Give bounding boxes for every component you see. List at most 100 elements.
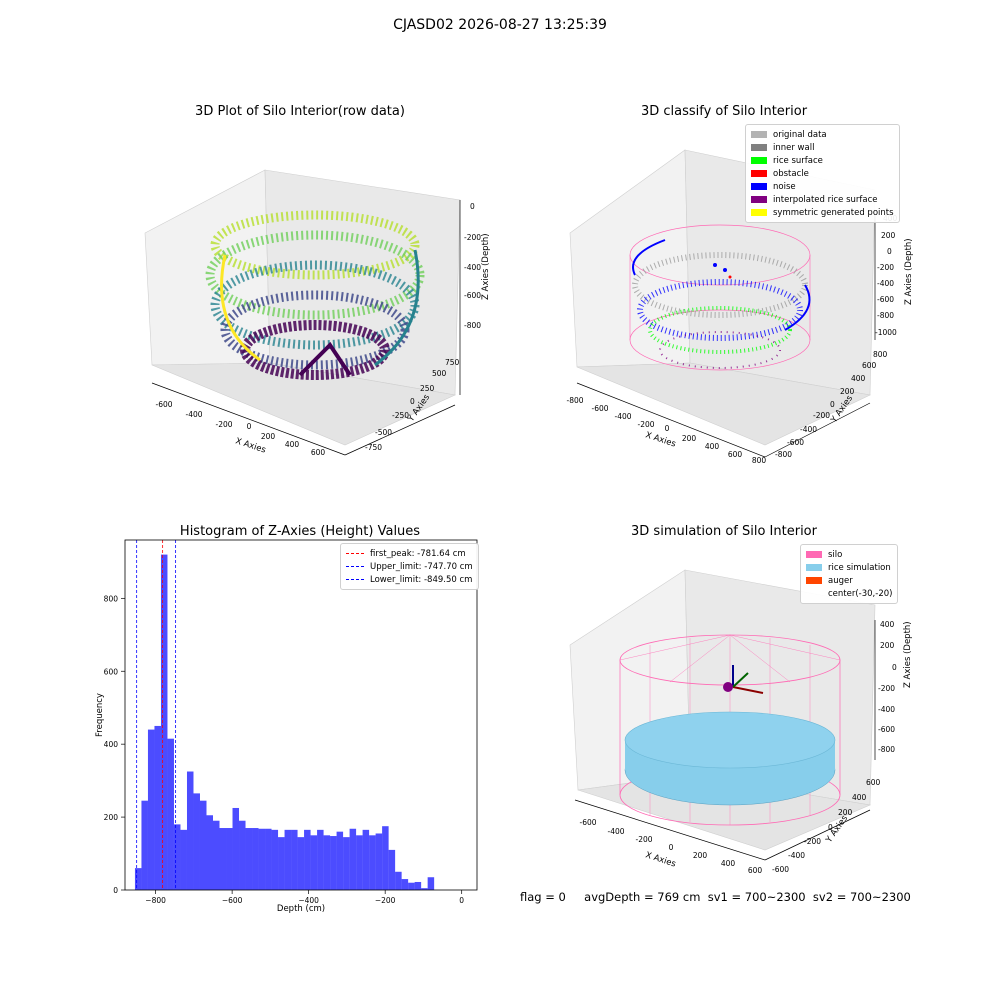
histogram-bar (186, 771, 194, 890)
tick-label: -400 (607, 827, 624, 836)
histogram-bar (395, 871, 402, 890)
histogram-bar (160, 554, 168, 890)
tick-label: -800 (566, 396, 583, 405)
x-tick-label: −800 (145, 896, 166, 905)
histogram-bar (141, 800, 148, 890)
tick-label: -200 (804, 837, 821, 846)
tick-label: -400 (614, 412, 631, 421)
legend-item: first_peak: -781.64 cm (346, 547, 473, 560)
classify-z-label: Z Axies (Depth) (904, 238, 914, 305)
raw-plot-title: 3D Plot of Silo Interior(row data) (195, 104, 405, 119)
tick-label: -600 (772, 865, 789, 874)
y-tick-label: 600 (104, 667, 119, 676)
tick-label: -200 (637, 420, 654, 429)
tick-label: 0 (830, 400, 835, 409)
tick-label: 200 (682, 434, 697, 443)
legend-label: symmetric generated points (773, 207, 894, 218)
legend-swatch (751, 157, 767, 164)
legend-label: inner wall (773, 142, 815, 153)
tick-label: 0 (665, 424, 670, 433)
tick-label: 0 (247, 422, 252, 431)
y-tick-label: 800 (104, 594, 119, 603)
flag-text: flag = 0 (520, 890, 566, 904)
histogram-bar (271, 829, 279, 890)
tick-label: 400 (852, 793, 867, 802)
tick-label: 800 (873, 350, 888, 359)
tick-label: 750 (445, 358, 460, 367)
histogram-bar (356, 835, 363, 890)
legend-item: center(-30,-20) (806, 587, 892, 600)
histogram-bar (232, 807, 240, 890)
histogram-bar (206, 815, 213, 890)
x-tick-label: −400 (298, 896, 319, 905)
histogram-bar (252, 828, 259, 890)
classify-plot-title: 3D classify of Silo Interior (640, 104, 808, 119)
histogram-bar (323, 835, 331, 890)
tick-label: 400 (721, 859, 736, 868)
legend-label: silo (828, 549, 843, 560)
legend-label: Upper_limit: -747.70 cm (370, 561, 473, 572)
legend-swatch (806, 564, 822, 571)
tick-label: 600 (748, 866, 763, 875)
histogram-bar (382, 826, 389, 890)
tick-label: 400 (880, 620, 895, 629)
tick-label: 400 (285, 440, 300, 449)
tick-label: -600 (877, 295, 894, 304)
simulation-legend: silo rice simulation auger center(-30,-2… (800, 544, 899, 604)
tick-label: -400 (788, 851, 805, 860)
tick-label: 600 (862, 361, 877, 370)
legend-swatch (751, 144, 767, 151)
tick-label: -800 (775, 450, 792, 459)
legend-item: obstacle (751, 167, 894, 180)
tick-label: -400 (800, 425, 817, 434)
y-tick-label: 400 (104, 740, 119, 749)
histogram-vlines (136, 540, 177, 890)
histogram-bar (284, 829, 292, 890)
histogram-bar (310, 835, 318, 890)
histogram-bar (167, 738, 174, 890)
histogram-bar (180, 829, 187, 890)
legend-item: original data (751, 128, 894, 141)
figure-title: CJASD02 2026-08-27 13:25:39 (393, 17, 607, 33)
legend-label: rice simulation (828, 562, 891, 573)
tick-label: -200 (464, 233, 481, 242)
histogram-plot: −800 −600 −400 −200 0 0 200 400 600 800 Depth (c… (95, 539, 478, 914)
tick-label: -400 (185, 410, 202, 419)
tick-label: 0 (887, 247, 892, 256)
legend-item: rice surface (751, 154, 894, 167)
histogram-x-ticks: −800 −600 −400 −200 0 (145, 890, 464, 905)
legend-item: Lower_limit: -849.50 cm (346, 573, 473, 586)
histogram-bar (369, 835, 376, 890)
legend-item: silo (806, 548, 892, 561)
tick-label: 400 (705, 442, 720, 451)
legend-swatch (806, 577, 822, 584)
legend-item: symmetric generated points (751, 206, 894, 219)
tick-label: -1000 (875, 328, 897, 337)
histogram-bar (343, 837, 350, 890)
legend-swatch (806, 551, 822, 558)
legend-label: auger (828, 575, 853, 586)
tick-label: -400 (878, 705, 895, 714)
legend-swatch (751, 209, 767, 216)
histogram-bar (362, 829, 370, 890)
raw-z-label: Z Axies (Depth) (481, 233, 490, 300)
classify-legend: original data inner wall rice surface ob… (745, 124, 900, 223)
histogram-bar (291, 829, 298, 890)
raw-point-cloud (205, 210, 425, 380)
tick-label: 0 (828, 823, 833, 832)
legend-swatch (751, 170, 767, 177)
histogram-bars (134, 554, 435, 890)
histogram-bar (375, 833, 383, 890)
tick-label: -600 (591, 404, 608, 413)
histogram-y-label: Frequency (95, 693, 105, 737)
classify-z-ticks: 400 200 0 -200 -400 -600 -800 -1000 Z Ax… (875, 214, 914, 337)
legend-item: Upper_limit: -747.70 cm (346, 560, 473, 573)
histogram-bar (213, 820, 220, 890)
histogram-bar (414, 881, 422, 890)
histogram-bar (258, 828, 266, 890)
histogram-bar (219, 828, 227, 890)
histogram-bar (401, 879, 409, 890)
classify-x-ticks: -800 -600 -400 -200 0 200 400 600 800 X … (566, 396, 766, 465)
histogram-bar (245, 828, 253, 890)
legend-label: rice surface (773, 155, 823, 166)
